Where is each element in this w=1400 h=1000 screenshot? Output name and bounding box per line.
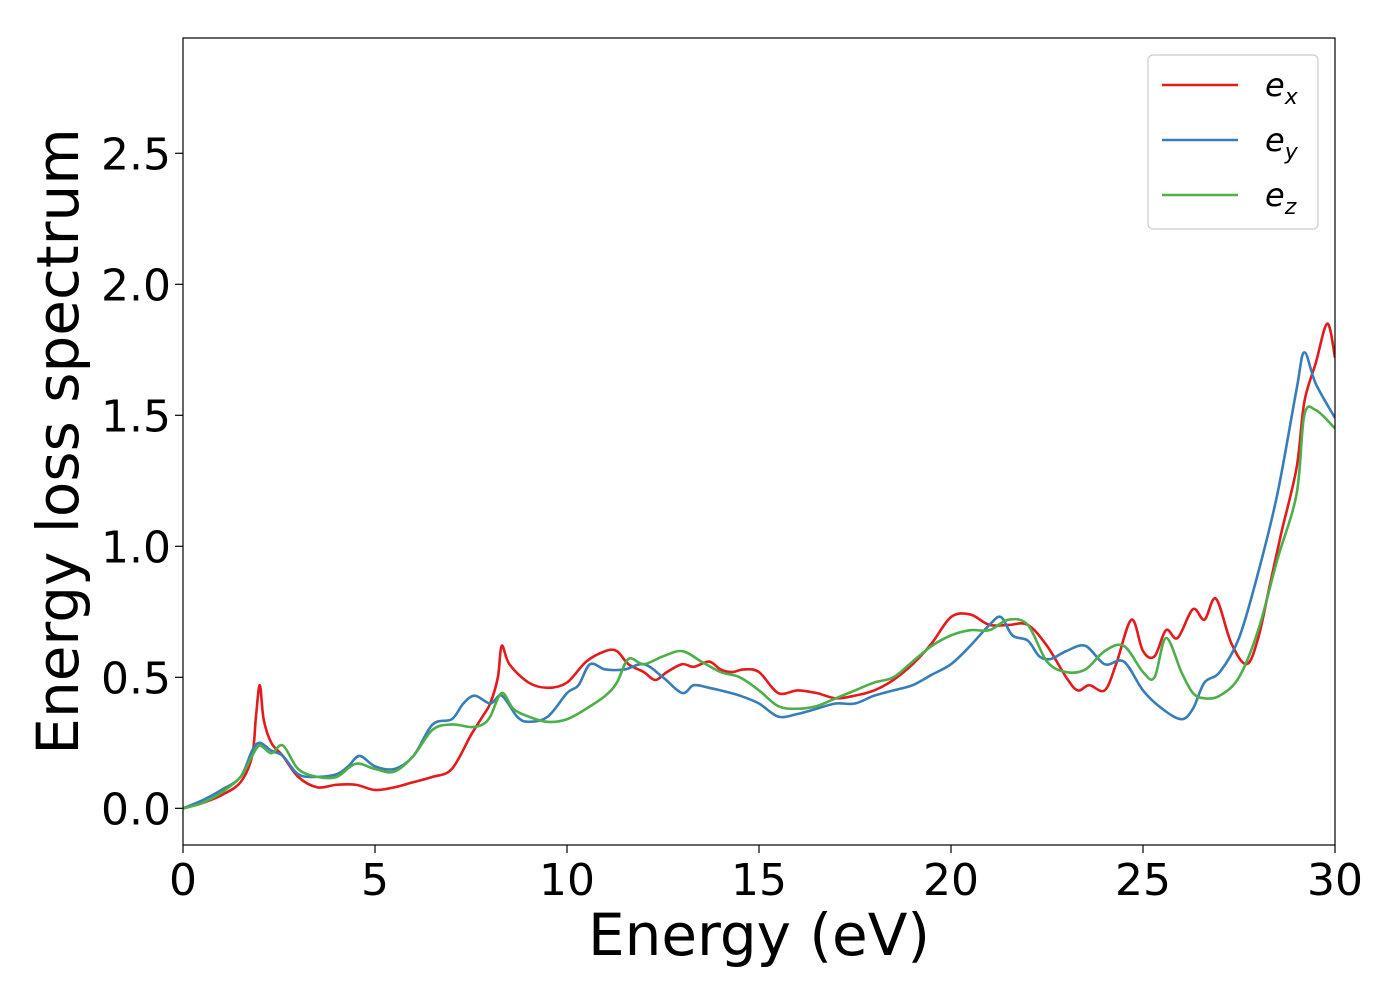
x-tick-label: 25 [1115, 855, 1171, 906]
x-tick-label: 5 [361, 855, 389, 906]
series-line-y [183, 351, 1335, 810]
series-line-x [183, 322, 1335, 810]
legend-label-y: ey [1265, 121, 1299, 165]
y-tick-label: 1.0 [101, 522, 171, 573]
legend-label-z: ez [1265, 176, 1297, 220]
y-tick-label: 2.0 [101, 260, 171, 311]
x-tick-label: 20 [923, 855, 979, 906]
axis-layer: 0 5 10 15 20 25 30 0.0 0.5 1.0 1.5 2.0 2.5 [101, 129, 1363, 906]
y-tick-label: 0.0 [101, 784, 171, 835]
x-tick-label: 0 [169, 855, 197, 906]
legend-label-x: ex [1265, 66, 1299, 110]
series-line-z [183, 405, 1335, 810]
x-tick-label: 15 [731, 855, 787, 906]
x-axis-title: Energy (eV) [588, 901, 930, 969]
legend-box [1147, 54, 1319, 230]
y-axis-title: Energy loss spectrum [24, 128, 92, 754]
y-tick-label: 2.5 [101, 129, 171, 180]
y-tick-label: 0.5 [101, 653, 171, 704]
legend: ex ey ez [1147, 54, 1319, 230]
series-layer [183, 322, 1335, 810]
x-tick-label: 30 [1307, 855, 1363, 906]
x-tick-label: 10 [539, 855, 595, 906]
y-tick-label: 1.5 [101, 391, 171, 442]
